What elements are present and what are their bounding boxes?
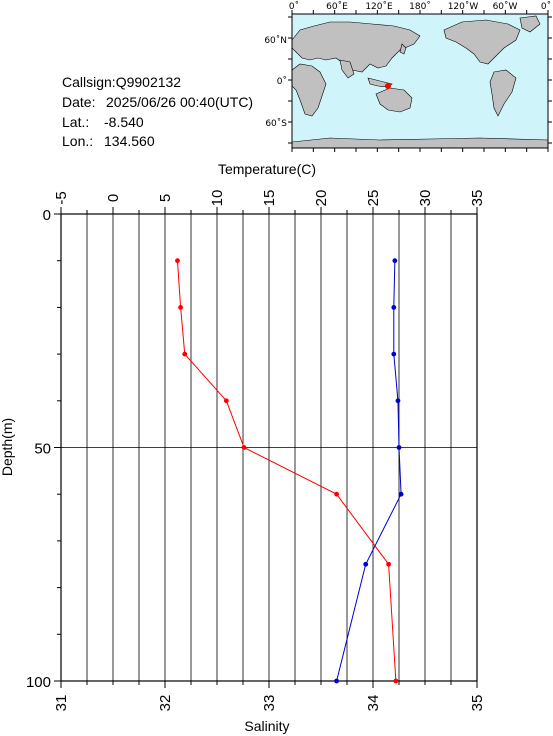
bottom-axis-tick-label: 34	[365, 695, 382, 712]
top-axis-tick-label: 0	[105, 194, 122, 202]
top-axis-tick-label: 30	[417, 190, 434, 207]
series-1-point	[395, 398, 401, 404]
series-1-line	[336, 260, 402, 682]
africa-shape	[291, 63, 327, 117]
date-label: Date:	[62, 94, 95, 110]
location-map: 0˚ 60˚E 120˚E 180˚ 120˚W 60˚W 0˚ 60˚N 0˚…	[264, 1, 552, 152]
map-ticks	[288, 10, 552, 152]
top-axis-tick-label: 5	[157, 194, 174, 202]
map-lat-label: 0˚	[277, 76, 287, 87]
series-0-point	[178, 305, 184, 310]
antarctica-shape	[291, 137, 549, 149]
map-lon-label: 180˚	[409, 1, 431, 12]
map-lat-label: 60˚S	[265, 118, 287, 129]
callsign-text: Callsign:Q9902132	[62, 74, 181, 90]
series-0-point	[386, 561, 391, 567]
lat-label: Lat.:	[62, 114, 89, 130]
eurasia-shape	[291, 21, 421, 73]
greenland-shape	[519, 15, 541, 33]
series-1-point	[391, 305, 397, 310]
india-shape	[339, 59, 355, 79]
bottom-axis-tick-label: 32	[157, 695, 174, 712]
date-value: 2025/06/26 00:40(UTC)	[106, 94, 253, 110]
lon-value: 134.560	[104, 133, 155, 149]
y-axis-tick-label: 50	[34, 441, 51, 458]
series-1-point	[392, 258, 398, 264]
map-lon-label: 120˚E	[365, 1, 393, 12]
series-1-point	[398, 491, 404, 497]
south-america-shape	[489, 69, 517, 117]
map-lon-label: 60˚W	[493, 1, 518, 12]
y-axis-tick-label: 100	[26, 674, 51, 691]
map-lat-label: 60˚N	[264, 35, 287, 46]
bottom-axis-tick-label: 35	[469, 695, 486, 712]
top-axis-title: Temperature(C)	[218, 161, 316, 177]
map-land	[291, 15, 549, 149]
top-axis-tick-label: 10	[209, 190, 226, 207]
top-axis-tick-label: 15	[261, 190, 278, 207]
station-info: Callsign:Q9902132 Date: 2025/06/26 00:40…	[62, 74, 253, 149]
top-axis-tick-label: -5	[53, 191, 70, 204]
series-layer	[175, 258, 404, 684]
series-0-point	[182, 351, 188, 357]
bottom-axis-title: Salinity	[244, 718, 289, 734]
series-0-point	[223, 398, 229, 404]
lon-label: Lon.:	[62, 133, 93, 149]
map-latitude-labels: 60˚N 0˚ 60˚S	[264, 35, 287, 129]
series-0-point	[334, 491, 339, 497]
north-america-shape	[443, 19, 521, 65]
japan-shape	[399, 43, 407, 55]
y-axis-tick-label: 0	[43, 207, 51, 224]
series-1-point	[391, 351, 397, 357]
top-axis-tick-label: 25	[365, 190, 382, 207]
series-0-point	[175, 258, 180, 264]
series-1-point	[363, 561, 369, 567]
top-axis-tick-label: 35	[469, 190, 486, 207]
top-axis-tick-label: 20	[313, 190, 330, 207]
series-0-point	[241, 445, 247, 450]
series-1-point	[396, 445, 402, 450]
map-lon-label: 0˚	[541, 1, 551, 12]
series-0-line	[176, 260, 397, 682]
map-lon-label: 60˚E	[326, 1, 348, 12]
series-1-point	[334, 678, 339, 684]
bottom-axis-tick-label: 31	[53, 695, 70, 712]
lat-value: -8.540	[104, 114, 144, 130]
map-lon-label: 120˚W	[448, 1, 479, 12]
map-longitude-labels: 0˚ 60˚E 120˚E 180˚ 120˚W 60˚W 0˚	[289, 1, 551, 12]
series-0-point	[393, 678, 399, 684]
australia-shape	[375, 87, 413, 113]
y-axis-title: Depth(m)	[0, 418, 15, 476]
station-location-marker	[384, 82, 391, 89]
bottom-axis-tick-label: 33	[261, 695, 278, 712]
map-lon-label: 0˚	[289, 1, 299, 12]
